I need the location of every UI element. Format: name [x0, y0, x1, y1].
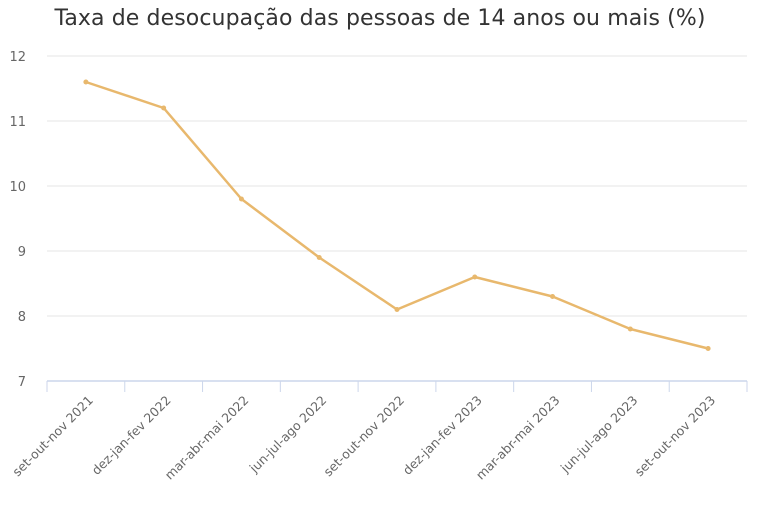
x-tick-label: set-out-nov 2021: [9, 393, 96, 480]
y-tick-label: 9: [18, 245, 26, 260]
x-axis: [46, 380, 748, 392]
data-point-marker[interactable]: [83, 79, 89, 85]
y-tick-label: 10: [9, 180, 26, 195]
y-tick-label: 7: [18, 375, 26, 390]
chart-title: Taxa de desocupação das pessoas de 14 an…: [54, 6, 706, 31]
x-tick-label: mar-abr-mai 2022: [162, 393, 252, 483]
data-point-marker[interactable]: [161, 105, 167, 111]
data-point-marker[interactable]: [550, 294, 556, 299]
data-point-marker[interactable]: [472, 274, 478, 280]
y-tick-label: 12: [9, 50, 26, 65]
x-tick-label: dez-jan-fev 2022: [89, 393, 174, 478]
x-tick-label: mar-abr-mai 2023: [473, 393, 563, 483]
x-tick-label: jun-jul-ago 2022: [246, 393, 330, 477]
data-point-marker[interactable]: [394, 307, 400, 312]
data-point-marker[interactable]: [705, 346, 711, 351]
x-tick-label: dez-jan-fev 2023: [400, 393, 485, 478]
y-tick-label: 8: [18, 310, 26, 325]
gridlines: [47, 55, 747, 317]
x-tick-label: jun-jul-ago 2023: [557, 393, 641, 477]
data-point-marker[interactable]: [238, 196, 244, 202]
data-point-marker[interactable]: [627, 326, 633, 332]
x-tick-label: set-out-nov 2022: [320, 393, 407, 480]
y-axis-labels: 7 8 9 10 11 12: [9, 50, 26, 390]
y-tick-label: 11: [9, 115, 26, 130]
data-point-marker[interactable]: [316, 255, 322, 260]
x-tick-label: set-out-nov 2023: [632, 393, 719, 480]
data-series: [83, 79, 711, 351]
